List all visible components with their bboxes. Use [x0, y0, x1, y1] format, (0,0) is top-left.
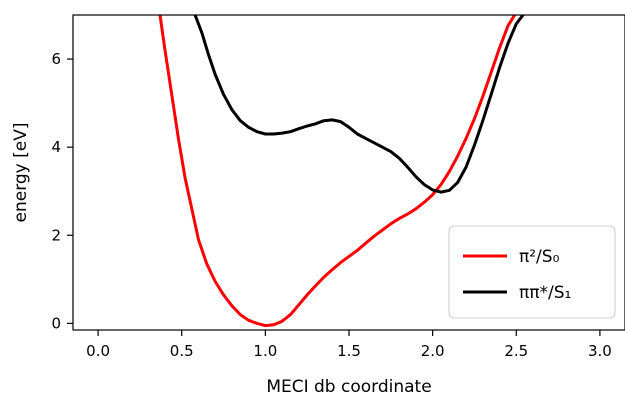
- y-tick-label: 4: [51, 138, 61, 156]
- x-tick-label: 0.0: [86, 342, 110, 360]
- legend: π²/S₀ ππ*/S₁: [448, 225, 616, 319]
- y-tick-label: 6: [51, 50, 61, 68]
- y-axis-label: energy [eV]: [11, 123, 31, 223]
- x-tick-label: 2.0: [421, 342, 445, 360]
- x-tick-label: 1.5: [337, 342, 361, 360]
- legend-label-2: ππ*/S₁: [519, 283, 571, 303]
- legend-label-1: π²/S₀: [519, 247, 560, 267]
- x-tick-label: 2.5: [504, 342, 528, 360]
- y-axis-ticks: 0 2 4 6: [51, 50, 73, 332]
- x-tick-label: 0.5: [170, 342, 194, 360]
- series-line-2: [193, 15, 525, 194]
- x-axis-ticks: 0.0 0.5 1.0 1.5 2.0 2.5 3.0: [86, 330, 612, 360]
- y-tick-label: 0: [51, 314, 61, 332]
- x-tick-label: 3.0: [588, 342, 612, 360]
- series-line-1: [158, 15, 517, 328]
- data-series-group: [158, 15, 525, 328]
- y-tick-label: 2: [51, 226, 61, 244]
- x-axis-label: MECI db coordinate: [266, 377, 431, 397]
- legend-box: [448, 225, 616, 319]
- x-tick-label: 1.0: [253, 342, 277, 360]
